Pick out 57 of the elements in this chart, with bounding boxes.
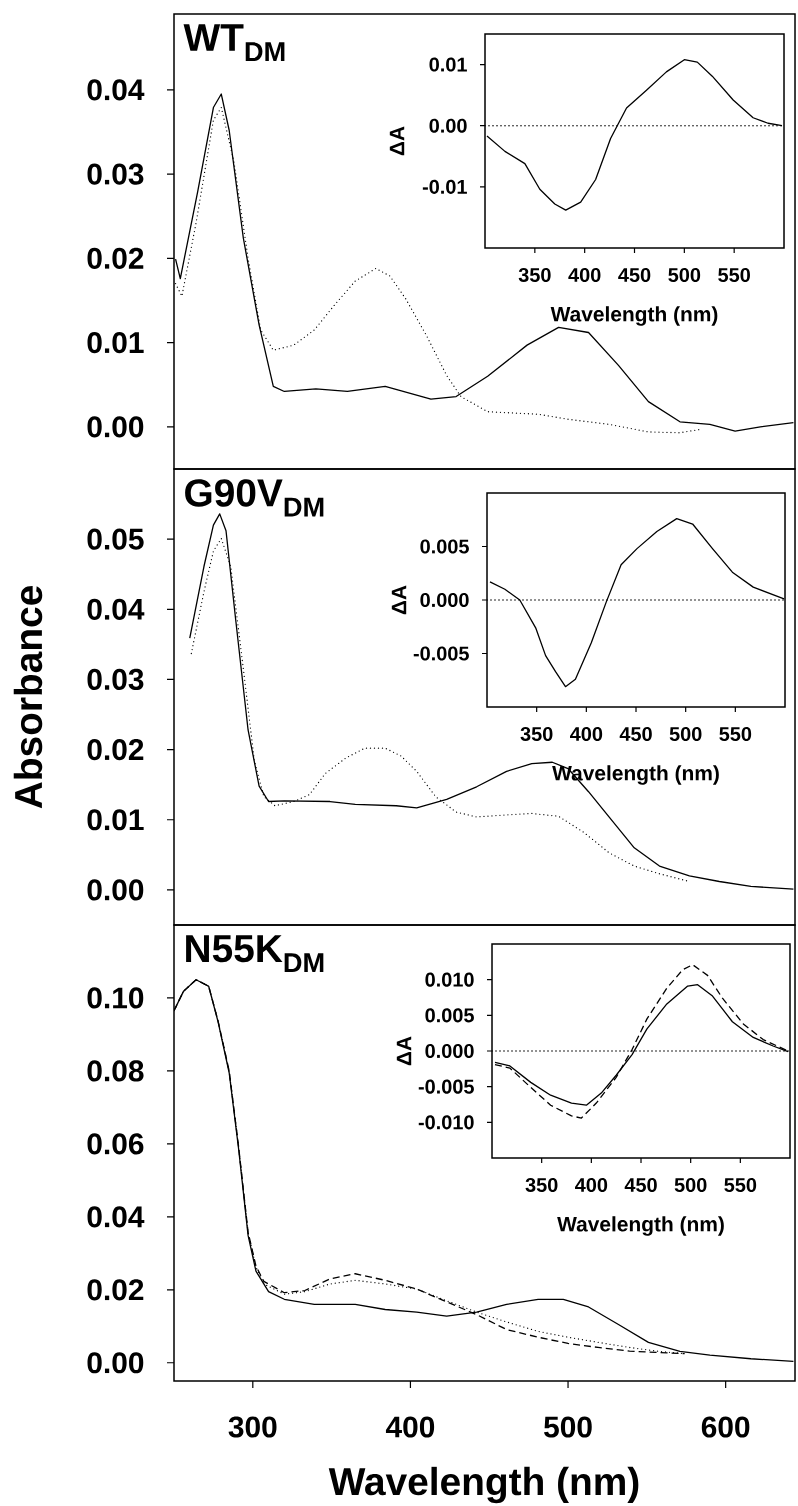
y-tick-label: 0.02 <box>87 1279 144 1301</box>
y-tick-label: 0.005 <box>425 1008 474 1023</box>
x-tick-label: 500 <box>669 726 702 742</box>
x-tick-label: 550 <box>719 726 752 742</box>
y-tick-label: -0.01 <box>422 179 467 194</box>
x-tick-label: 500 <box>668 267 701 283</box>
x-tick-label: 350 <box>525 1177 558 1193</box>
y-tick-label: 0.04 <box>87 79 145 101</box>
x-tick-label: 350 <box>520 726 553 742</box>
y-tick-label: 0.000 <box>425 1043 474 1059</box>
y-axis-title: ΔA <box>389 126 405 156</box>
x-tick-label: 600 <box>701 1416 750 1438</box>
x-tick-label: 400 <box>385 1416 435 1438</box>
x-tick-label: 500 <box>674 1177 707 1193</box>
y-tick-label: 0.02 <box>87 247 144 269</box>
x-tick-label: 500 <box>544 1416 592 1438</box>
y-tick-label: 0.01 <box>87 332 144 354</box>
y-tick-label: 0.00 <box>87 879 144 901</box>
y-tick-label: 0.00 <box>87 416 144 438</box>
x-tick-label: 400 <box>570 726 603 742</box>
x-tick-label: 450 <box>624 1177 657 1193</box>
x-tick-label: 450 <box>619 726 652 742</box>
x-tick-label: 400 <box>575 1177 608 1193</box>
x-axis-title: Wavelength (nm) <box>550 306 718 326</box>
y-tick-label: 0.06 <box>87 1133 144 1155</box>
y-tick-label: 0.03 <box>87 668 144 691</box>
x-axis-title: Wavelength (nm) <box>557 1216 724 1236</box>
y-tick-label: 0.00 <box>429 118 467 133</box>
y-tick-label: 0.08 <box>87 1060 144 1082</box>
x-axis-title: Wavelength (nm) <box>328 1466 639 1504</box>
x-tick-label: 450 <box>618 267 651 283</box>
y-tick-label: -0.005 <box>418 1079 474 1094</box>
chart-title: N55K$_{DM}$ <box>186 935 324 973</box>
y-tick-label: 0.000 <box>420 592 469 608</box>
y-tick-label: 0.010 <box>425 972 474 987</box>
y-tick-label: 0.00 <box>87 1352 144 1374</box>
chart-title: G90V$_{DM}$ <box>185 479 324 517</box>
y-tick-label: 0.03 <box>87 163 144 185</box>
y-tick-label: 0.01 <box>87 809 144 831</box>
y-tick-label: 0.04 <box>87 1206 145 1228</box>
y-tick-label: -0.005 <box>413 646 469 661</box>
y-tick-label: 0.10 <box>87 987 144 1009</box>
x-tick-label: 300 <box>228 1416 277 1438</box>
y-tick-label: 0.05 <box>87 528 144 550</box>
x-tick-label: 550 <box>724 1177 757 1193</box>
chart-title: WT$_{DM}$ <box>183 24 285 62</box>
y-tick-label: 0.01 <box>429 57 467 72</box>
y-axis-title: ΔA <box>396 1036 412 1066</box>
x-tick-label: 550 <box>718 267 750 283</box>
y-tick-label: -0.010 <box>418 1115 474 1130</box>
x-tick-label: 400 <box>568 267 601 283</box>
y-axis-title: ΔA <box>391 585 407 615</box>
y-tick-label: 0.005 <box>420 539 469 554</box>
y-tick-label: 0.02 <box>87 739 144 761</box>
x-tick-label: 350 <box>518 267 551 283</box>
y-tick-label: 0.04 <box>87 598 145 620</box>
y-axis-title: Absorbance <box>13 586 43 809</box>
